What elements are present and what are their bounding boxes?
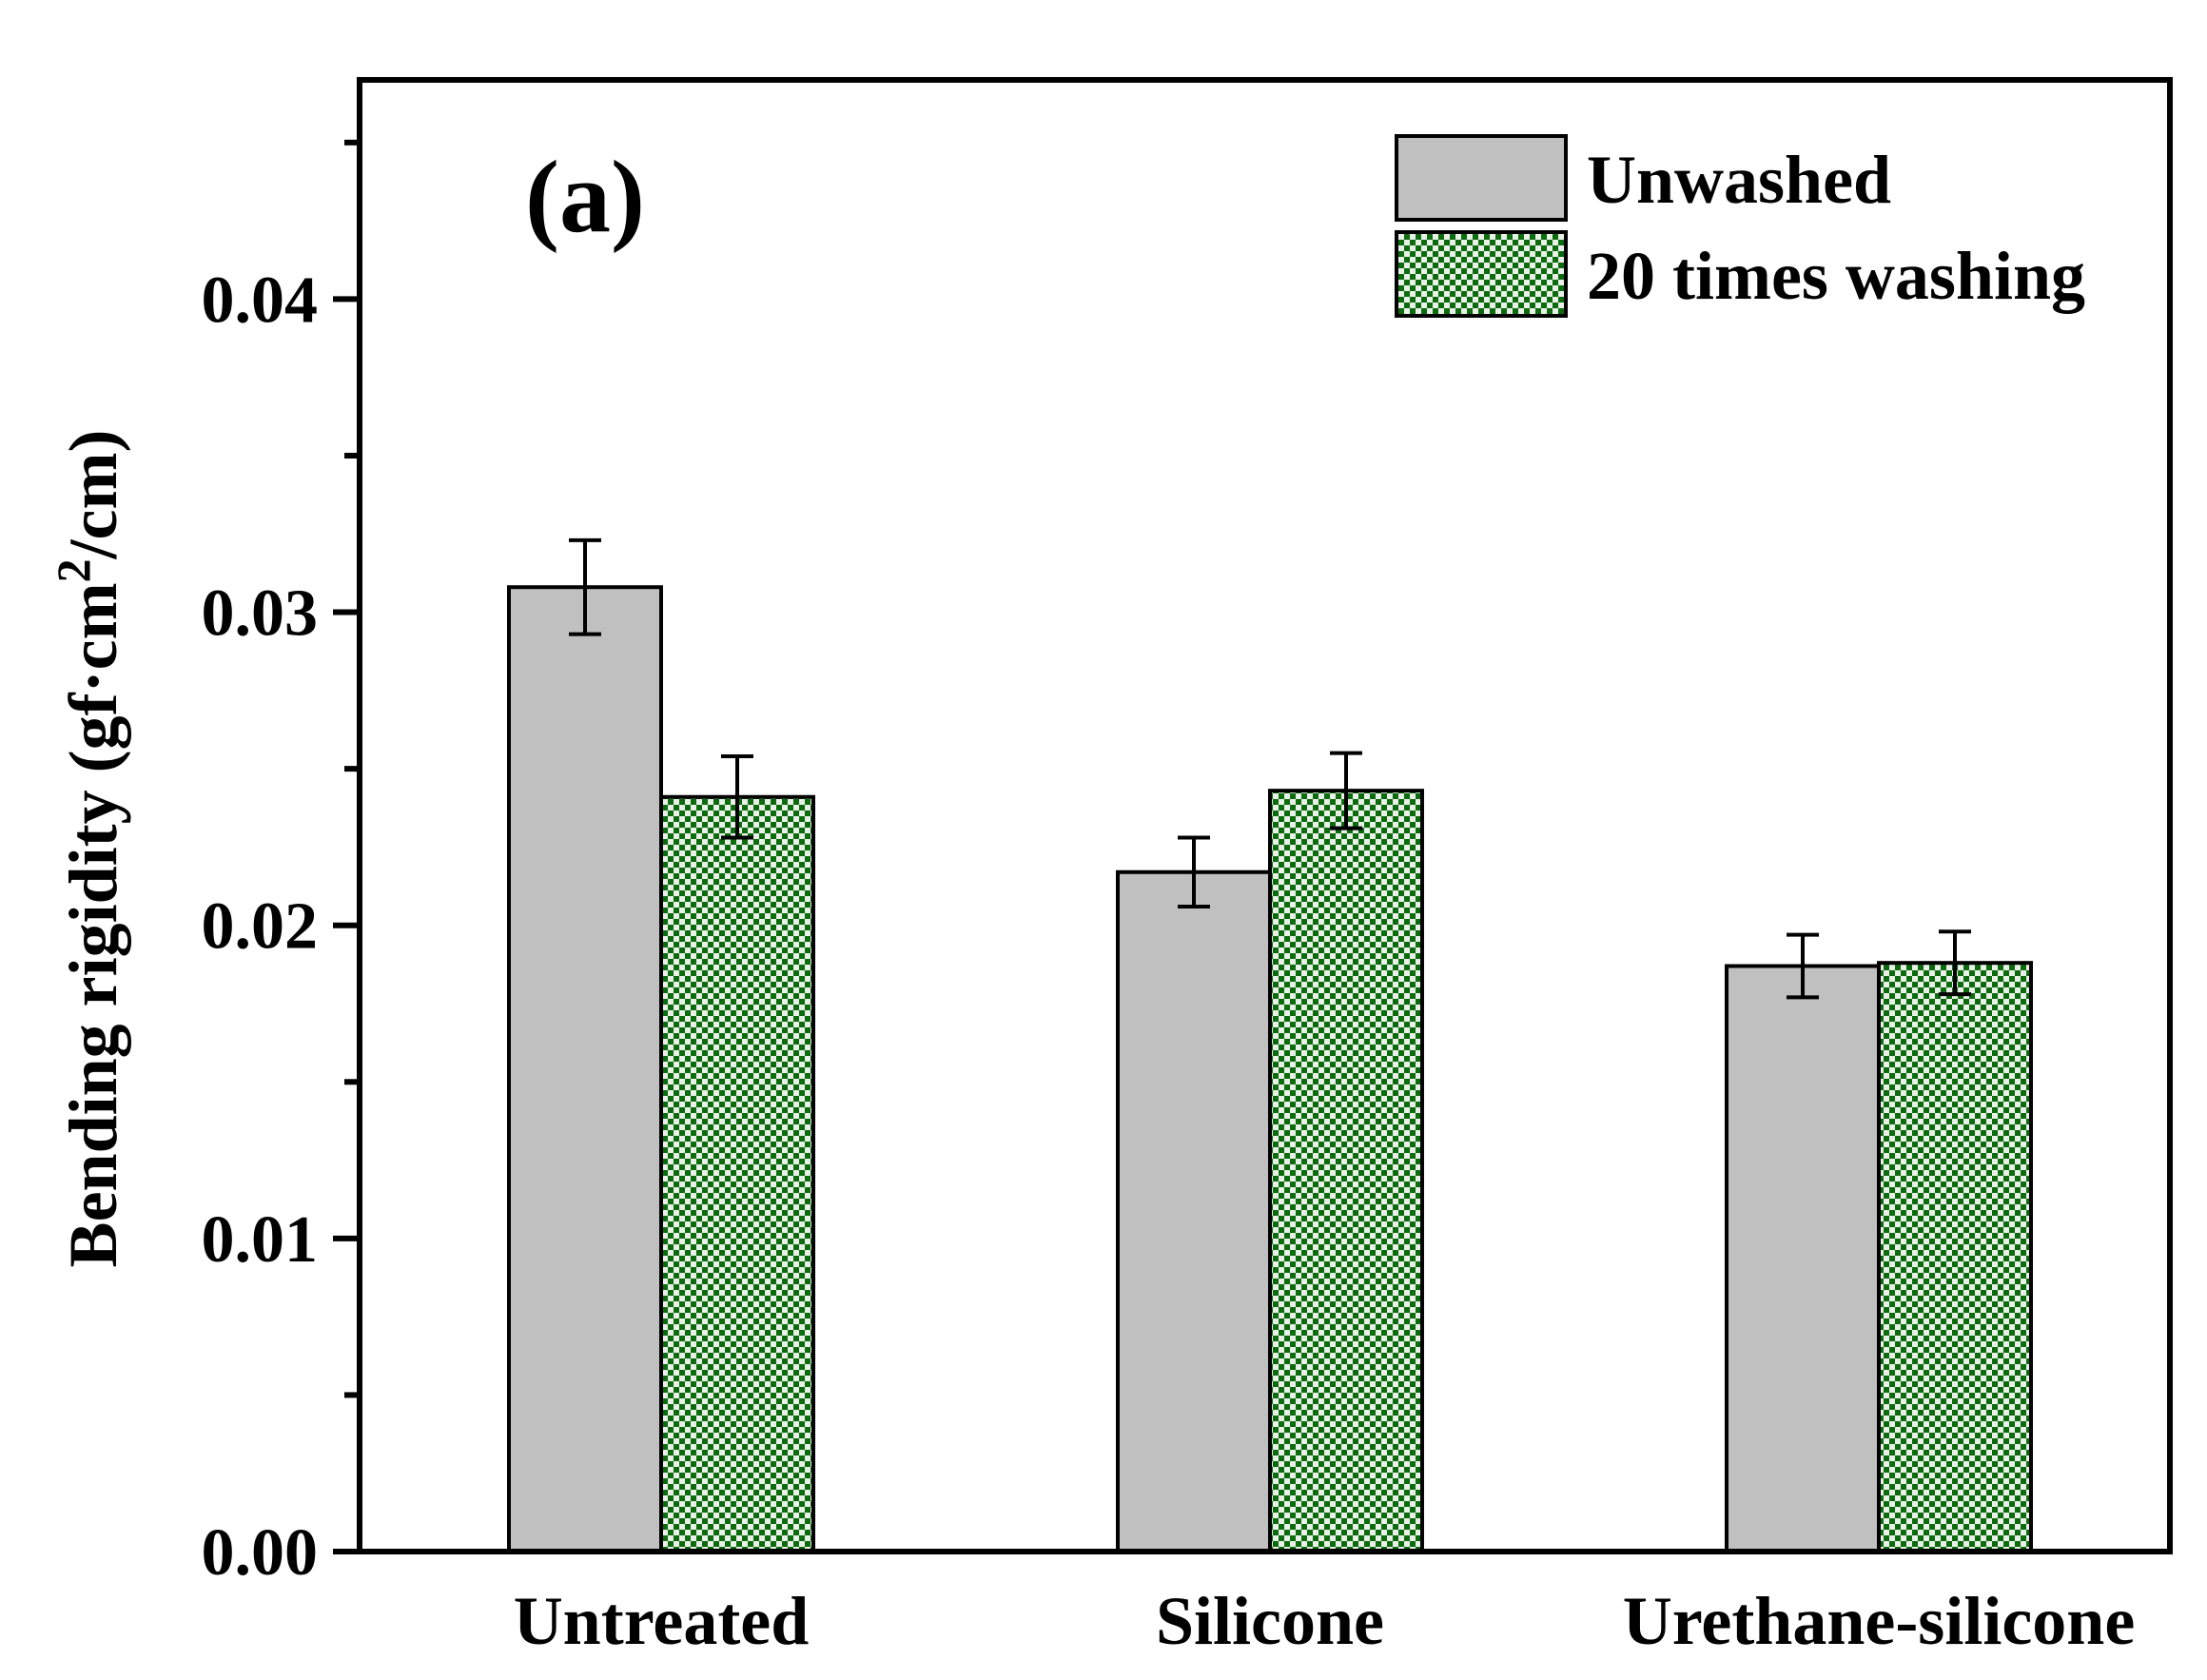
legend-label-unwashed: Unwashed [1587, 142, 1891, 218]
error-bar-unwashed-silicone [1178, 835, 1210, 908]
x-tick-label-untreated: Untreated [514, 1583, 810, 1659]
svg-text:Bending rigidity (gf·cm2/cm): Bending rigidity (gf·cm2/cm) [47, 430, 131, 1268]
error-bar-washed-silicone [1330, 751, 1362, 830]
error-bar-washed-urethane-silicone [1939, 929, 1971, 997]
y-tick-label: 0.02 [202, 890, 319, 964]
x-tick-label-urethane-silicone: Urethane-silicone [1623, 1583, 2136, 1659]
bar-washed-silicone [1268, 789, 1424, 1553]
bar-unwashed-untreated [507, 585, 663, 1553]
legend: Unwashed 20 times washing [1395, 134, 2085, 318]
bar-unwashed-silicone [1116, 869, 1272, 1553]
legend-label-washed: 20 times washing [1587, 238, 2085, 314]
legend-swatch-washed [1395, 230, 1568, 318]
y-tick-label: 0.04 [202, 264, 319, 337]
panel-label: (a) [525, 141, 645, 254]
bar-washed-untreated [659, 794, 815, 1553]
y-tick-label: 0.00 [202, 1516, 319, 1590]
legend-swatch-unwashed [1395, 134, 1568, 222]
y-axis-title: Bending rigidity (gf·cm2/cm) [47, 430, 131, 1268]
plot-frame [357, 77, 2173, 1554]
bar-unwashed-urethane-silicone [1725, 964, 1881, 1553]
error-bar-unwashed-untreated [569, 537, 601, 636]
error-bar-unwashed-urethane-silicone [1787, 932, 1819, 1000]
y-tick-label: 0.01 [202, 1203, 319, 1277]
error-bar-washed-untreated [721, 753, 753, 840]
y-tick-label: 0.03 [202, 577, 319, 651]
x-tick-label-silicone: Silicone [1156, 1583, 1384, 1659]
bar-washed-urethane-silicone [1877, 961, 2033, 1553]
